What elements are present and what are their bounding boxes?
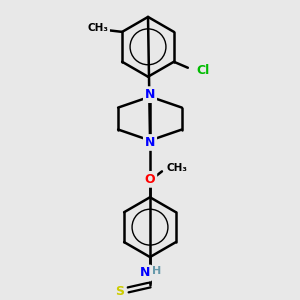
Text: CH₃: CH₃ <box>88 23 109 33</box>
Text: CH₃: CH₃ <box>167 164 188 173</box>
Text: N: N <box>140 266 150 280</box>
Text: N: N <box>145 88 155 101</box>
Text: Cl: Cl <box>197 64 210 77</box>
Text: N: N <box>145 136 155 149</box>
Text: O: O <box>145 173 155 186</box>
Text: S: S <box>116 285 124 298</box>
Text: H: H <box>152 266 162 276</box>
